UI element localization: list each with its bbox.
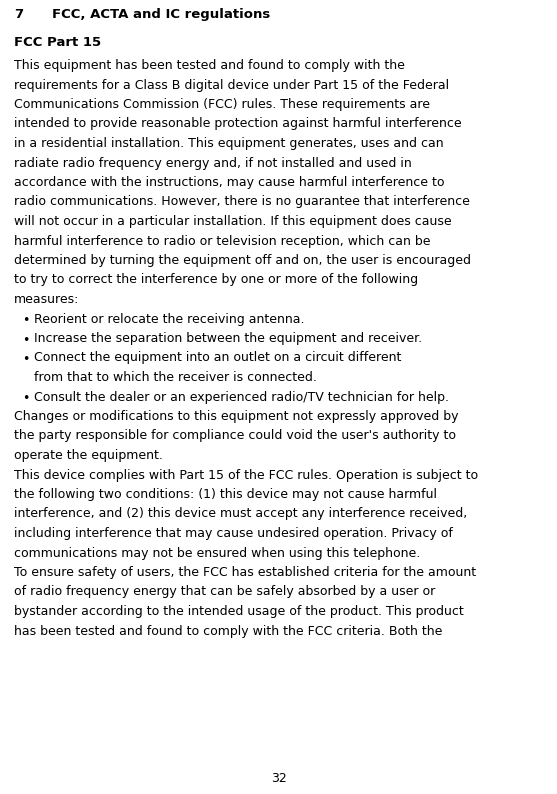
Text: Connect the equipment into an outlet on a circuit different: Connect the equipment into an outlet on …: [34, 352, 402, 364]
Text: •: •: [22, 392, 30, 406]
Text: To ensure safety of users, the FCC has established criteria for the amount: To ensure safety of users, the FCC has e…: [14, 566, 476, 579]
Text: This equipment has been tested and found to comply with the: This equipment has been tested and found…: [14, 59, 405, 72]
Text: Increase the separation between the equipment and receiver.: Increase the separation between the equi…: [34, 332, 422, 345]
Text: measures:: measures:: [14, 293, 80, 306]
Text: •: •: [22, 353, 30, 367]
Text: Communications Commission (FCC) rules. These requirements are: Communications Commission (FCC) rules. T…: [14, 98, 430, 111]
Text: in a residential installation. This equipment generates, uses and can: in a residential installation. This equi…: [14, 137, 443, 150]
Text: from that to which the receiver is connected.: from that to which the receiver is conne…: [34, 371, 317, 384]
Text: 32: 32: [271, 772, 286, 785]
Text: radio communications. However, there is no guarantee that interference: radio communications. However, there is …: [14, 195, 470, 209]
Text: including interference that may cause undesired operation. Privacy of: including interference that may cause un…: [14, 527, 453, 540]
Text: intended to provide reasonable protection against harmful interference: intended to provide reasonable protectio…: [14, 118, 462, 130]
Text: Reorient or relocate the receiving antenna.: Reorient or relocate the receiving anten…: [34, 313, 305, 326]
Text: Changes or modifications to this equipment not expressly approved by: Changes or modifications to this equipme…: [14, 410, 458, 423]
Text: •: •: [22, 334, 30, 347]
Text: determined by turning the equipment off and on, the user is encouraged: determined by turning the equipment off …: [14, 254, 471, 267]
Text: harmful interference to radio or television reception, which can be: harmful interference to radio or televis…: [14, 234, 431, 248]
Text: will not occur in a particular installation. If this equipment does cause: will not occur in a particular installat…: [14, 215, 452, 228]
Text: the party responsible for compliance could void the user's authority to: the party responsible for compliance cou…: [14, 430, 456, 442]
Text: •: •: [22, 314, 30, 327]
Text: to try to correct the interference by one or more of the following: to try to correct the interference by on…: [14, 273, 418, 287]
Text: 7: 7: [14, 8, 23, 21]
Text: bystander according to the intended usage of the product. This product: bystander according to the intended usag…: [14, 605, 464, 618]
Text: interference, and (2) this device must accept any interference received,: interference, and (2) this device must a…: [14, 507, 467, 521]
Text: FCC, ACTA and IC regulations: FCC, ACTA and IC regulations: [52, 8, 270, 21]
Text: accordance with the instructions, may cause harmful interference to: accordance with the instructions, may ca…: [14, 176, 444, 189]
Text: has been tested and found to comply with the FCC criteria. Both the: has been tested and found to comply with…: [14, 625, 442, 638]
Text: radiate radio frequency energy and, if not installed and used in: radiate radio frequency energy and, if n…: [14, 156, 412, 169]
Text: the following two conditions: (1) this device may not cause harmful: the following two conditions: (1) this d…: [14, 488, 437, 501]
Text: FCC Part 15: FCC Part 15: [14, 36, 101, 48]
Text: communications may not be ensured when using this telephone.: communications may not be ensured when u…: [14, 546, 420, 560]
Text: requirements for a Class B digital device under Part 15 of the Federal: requirements for a Class B digital devic…: [14, 79, 449, 91]
Text: This device complies with Part 15 of the FCC rules. Operation is subject to: This device complies with Part 15 of the…: [14, 468, 478, 481]
Text: of radio frequency energy that can be safely absorbed by a user or: of radio frequency energy that can be sa…: [14, 585, 435, 599]
Text: Consult the dealer or an experienced radio/TV technician for help.: Consult the dealer or an experienced rad…: [34, 391, 449, 403]
Text: operate the equipment.: operate the equipment.: [14, 449, 163, 462]
